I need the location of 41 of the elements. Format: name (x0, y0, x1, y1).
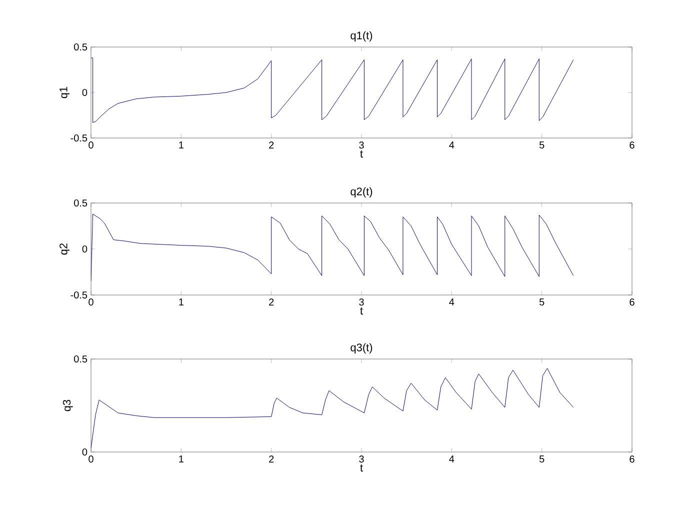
y-tick-label: 0.5 (74, 355, 88, 363)
x-axis-title: t (360, 464, 363, 472)
x-tick-label: 4 (449, 456, 454, 462)
x-tick-label: 6 (630, 456, 634, 463)
y-axis-title: q2 (60, 243, 70, 255)
x-tick-label: 5 (539, 456, 544, 462)
chart-title: q1(t) (350, 31, 372, 42)
x-tick-label: 4 (449, 298, 454, 306)
x-tick-label: 0 (88, 298, 94, 306)
chart-title: q2(t) (350, 187, 372, 198)
y-tick-label: 0 (82, 448, 88, 456)
y-axis-title: q1 (60, 86, 70, 98)
y-tick-label: 0 (82, 88, 88, 96)
y-tick-label: 0 (82, 245, 88, 253)
x-tick-label: 6 (630, 298, 634, 306)
x-tick-label: 6 (630, 142, 634, 149)
y-tick-label: 0.5 (74, 43, 88, 51)
x-tick-label: 4 (449, 142, 454, 148)
x-axis-title: t (360, 150, 363, 158)
x-tick-label: 0 (88, 456, 94, 463)
chart-title: q3(t) (350, 343, 372, 354)
x-tick-label: 5 (539, 298, 544, 306)
y-tick-label: -0.5 (70, 134, 88, 142)
y-tick-label: 0.5 (74, 199, 88, 207)
line-series (91, 58, 574, 123)
x-tick-label: 3 (359, 298, 364, 306)
x-tick-label: 2 (269, 142, 274, 148)
y-tick-label: -0.5 (70, 291, 88, 299)
x-tick-label: 1 (179, 142, 184, 148)
x-axis-title: t (360, 307, 363, 315)
x-tick-label: 1 (179, 298, 184, 306)
x-tick-label: 0 (88, 142, 94, 149)
x-tick-label: 3 (359, 142, 364, 149)
x-tick-label: 5 (539, 142, 544, 148)
x-tick-label: 2 (269, 298, 274, 306)
line-series (91, 368, 574, 449)
x-tick-label: 2 (269, 456, 274, 462)
x-tick-label: 1 (179, 456, 184, 462)
x-tick-label: 3 (359, 456, 364, 463)
y-axis-title: q3 (62, 400, 73, 412)
line-series (91, 214, 574, 282)
